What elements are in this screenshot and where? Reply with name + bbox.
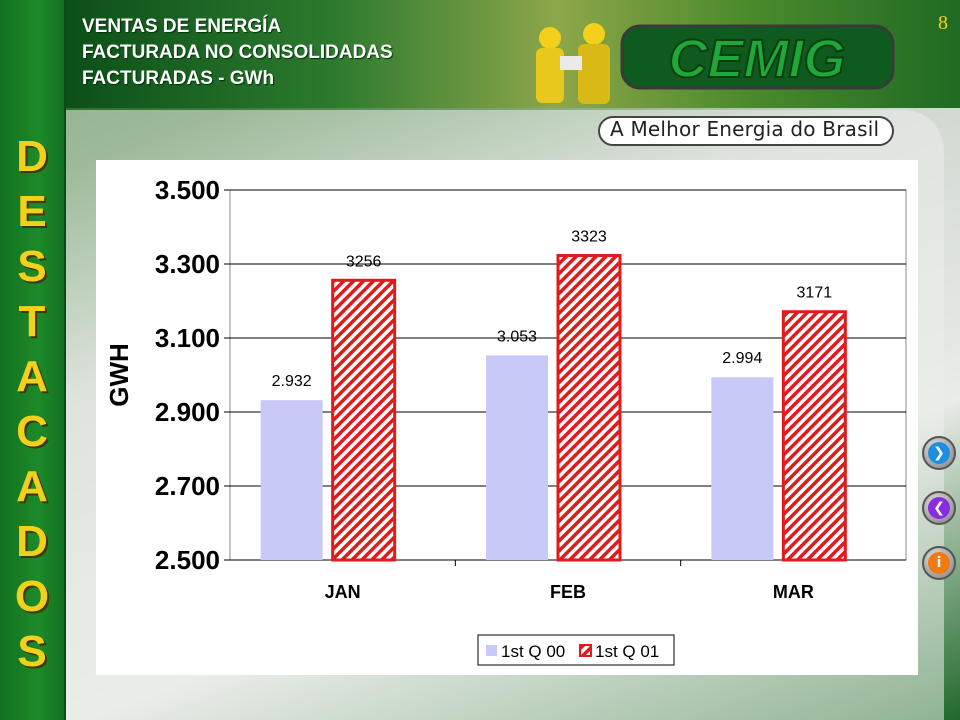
legend-label-series1: 1st Q 00 — [501, 642, 565, 661]
info-button[interactable]: i — [922, 546, 956, 580]
slogan-pill — [598, 116, 894, 146]
legend-box — [477, 634, 675, 666]
x-tick-label: MAR — [773, 582, 814, 602]
sidebar-letter: A — [16, 352, 48, 401]
legend-label-series2: 1st Q 01 — [595, 642, 659, 661]
sidebar-letter: T — [18, 297, 46, 346]
y-tick-label: 2.500 — [155, 545, 220, 575]
sidebar-letter: D — [16, 132, 48, 181]
bar-series1 — [486, 355, 548, 560]
bar-value-label: 2.994 — [722, 350, 762, 367]
bar-value-label: 3171 — [797, 285, 833, 302]
sidebar-letter: C — [16, 407, 48, 456]
legend-swatch-series2 — [579, 644, 592, 657]
y-tick-label: 3.300 — [155, 249, 220, 279]
chevron-right-icon: ❯ — [928, 442, 950, 464]
sidebar-letter: A — [16, 462, 48, 511]
title-line: VENTAS DE ENERGÍA — [82, 16, 282, 37]
previous-button[interactable]: ❮ — [922, 491, 956, 525]
sidebar-letter: S — [17, 627, 47, 676]
x-tick-label: FEB — [550, 582, 586, 602]
sidebar-letter: O — [14, 572, 50, 621]
bar-series2 — [331, 278, 397, 562]
bar-value-label: 3.053 — [497, 328, 537, 345]
page-title: VENTAS DE ENERGÍA FACTURADA NO CONSOLIDA… — [82, 14, 542, 92]
next-button[interactable]: ❯ — [922, 436, 956, 470]
chart-area: 2.500 2.700 2.900 3.100 3.300 3.500 2.932 3256… — [96, 160, 918, 675]
workers-photo — [536, 23, 610, 104]
y-tick-label: 3.100 — [155, 323, 220, 353]
legend: 1st Q 00 1st Q 01 — [477, 634, 675, 666]
bar-chart: 2.500 2.700 2.900 3.100 3.300 3.500 2.932 3256… — [104, 175, 907, 666]
y-tick-label: 2.900 — [155, 397, 220, 427]
bar-series1 — [711, 377, 774, 560]
y-axis-label: GWH — [104, 343, 134, 407]
chevron-left-icon: ❮ — [928, 497, 950, 519]
title-line: FACTURADA NO CONSOLIDADAS — [82, 42, 393, 63]
sidebar: D E S T A C A D O S — [0, 0, 66, 720]
cemig-logo: CEMIG — [620, 24, 895, 90]
bar-value-label: 2.932 — [272, 373, 312, 390]
bar-value-label: 3323 — [571, 228, 607, 245]
bar-series1 — [260, 400, 323, 560]
sidebar-letter: E — [17, 187, 47, 236]
title-line: FACTURADAS - GWh — [82, 68, 275, 89]
x-tick-label: JAN — [325, 582, 361, 602]
y-tick-label: 2.700 — [155, 471, 220, 501]
slogan: A Melhor Energia do Brasil — [610, 117, 880, 141]
bar-series2 — [556, 253, 622, 562]
bar-value-label: 3256 — [346, 253, 382, 270]
bar-series2 — [781, 310, 847, 562]
info-icon: i — [928, 552, 950, 574]
legend-swatch-series1 — [486, 645, 497, 656]
logo-text: CEMIG — [668, 29, 845, 89]
sidebar-letter: S — [17, 242, 47, 291]
page-number: 8 — [938, 12, 948, 34]
y-tick-label: 3.500 — [155, 175, 220, 205]
sidebar-letter: D — [16, 517, 48, 566]
